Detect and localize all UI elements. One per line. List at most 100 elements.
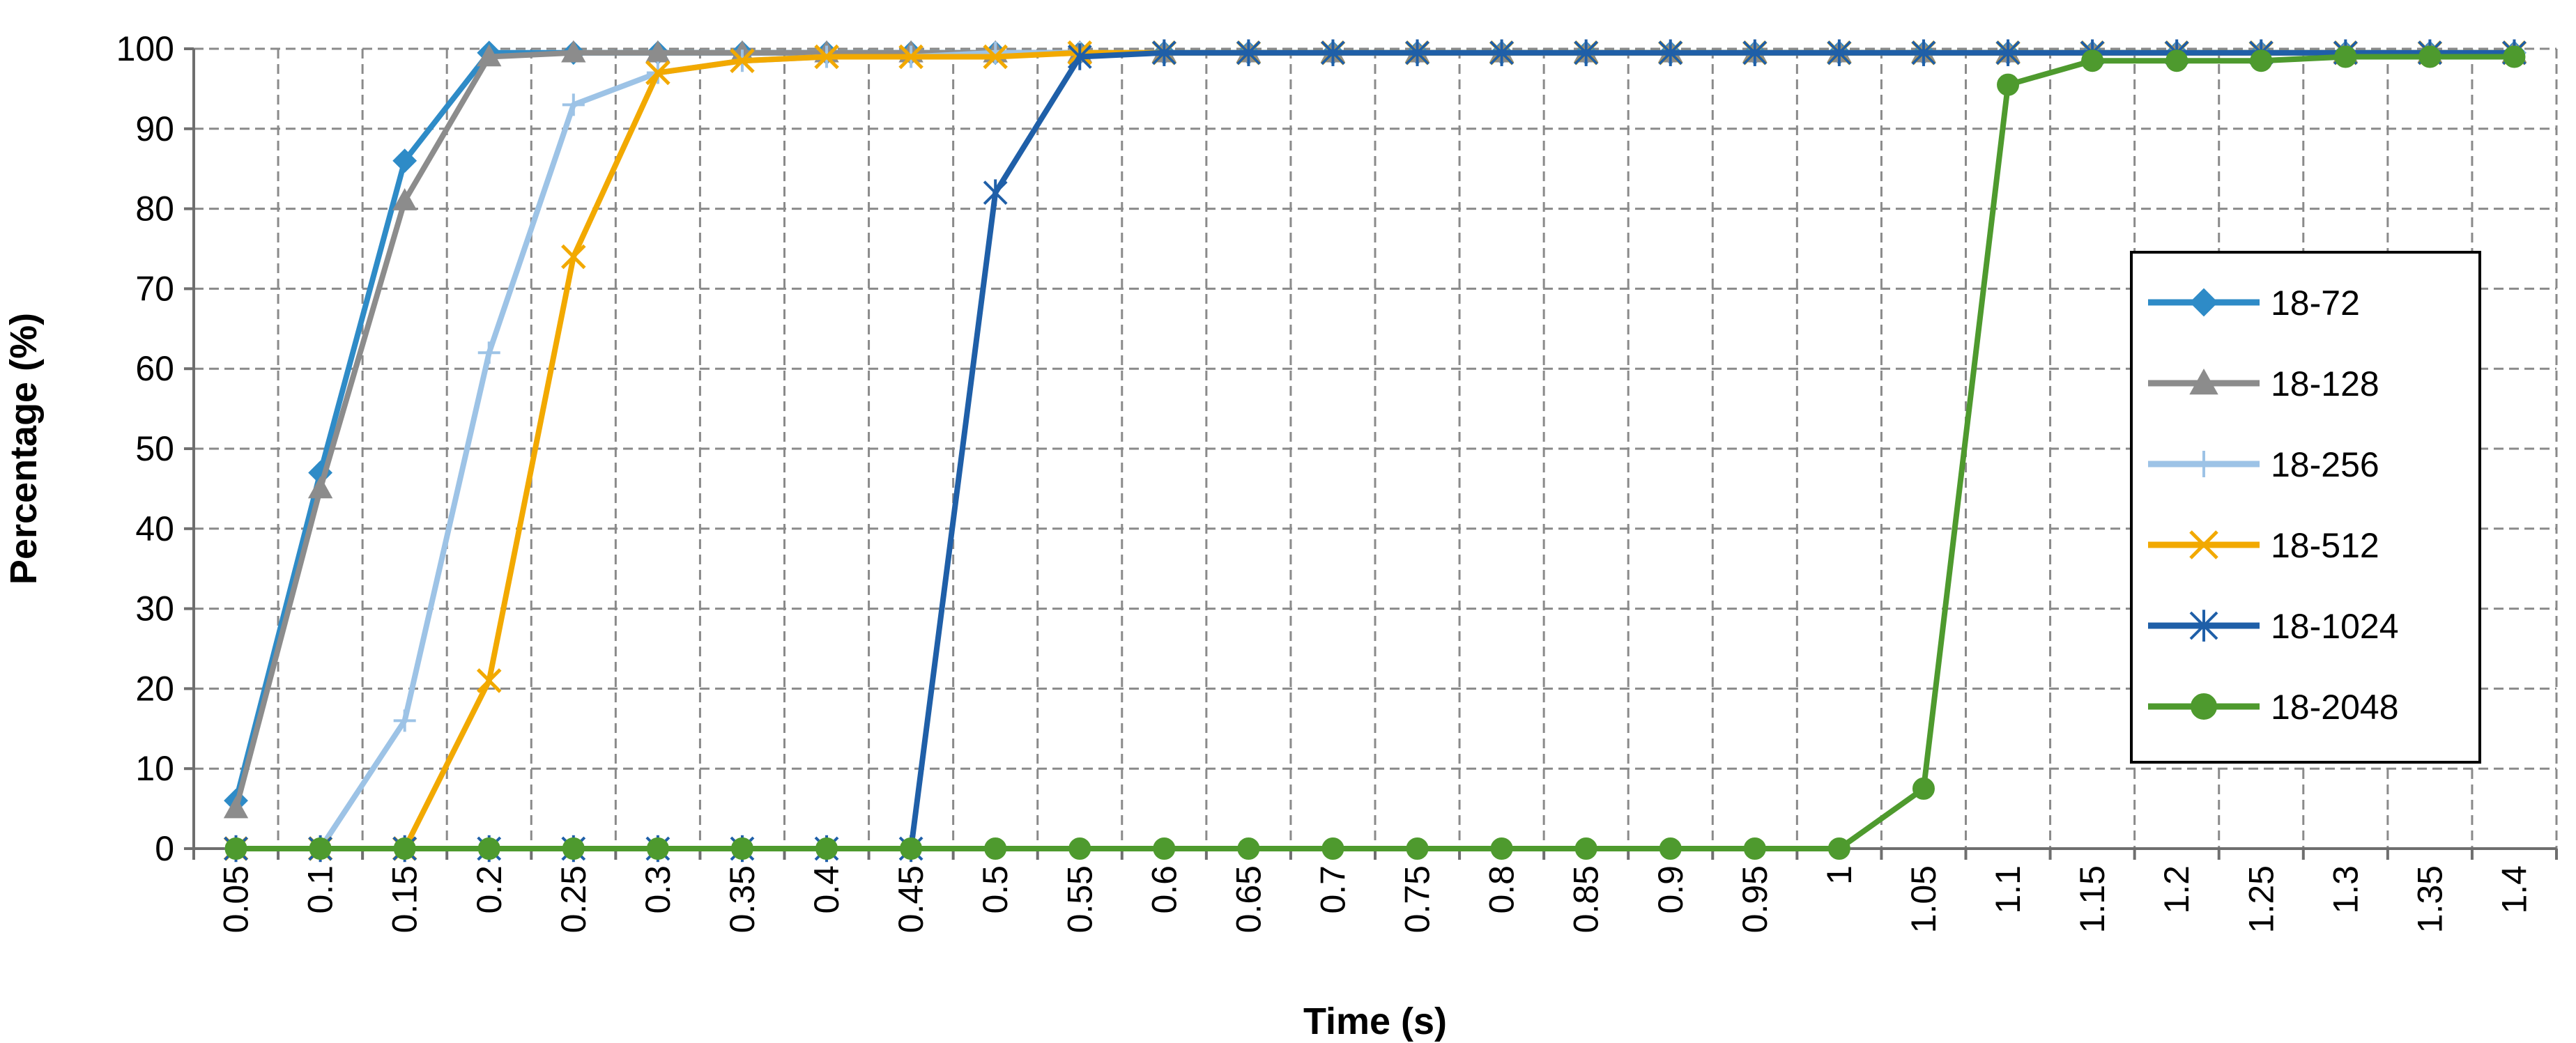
x-tick-label: 0.25 [554,865,593,933]
circle-marker [2191,693,2217,720]
plus-marker [477,341,500,364]
x-tick-label: 0.4 [807,865,846,914]
x-marker-stroke [645,60,670,86]
circle-marker [1912,777,1935,800]
legend-item: 18-512 [2148,526,2379,565]
x-tick-label: 0.8 [1482,865,1521,914]
y-tick-label: 60 [135,349,174,388]
x-marker-stroke [898,44,923,70]
circle-marker [1321,837,1344,860]
x-tick-label: 0.95 [1735,865,1774,933]
x-tick-label: 0.2 [470,865,509,914]
x-marker [645,60,670,86]
legend-label: 18-72 [2271,284,2360,323]
x-marker [730,48,755,73]
x-tick-label: 0.85 [1567,865,1606,933]
plus-marker [2191,451,2217,477]
x-marker [898,44,923,70]
asterisk-marker [1067,43,1092,70]
triangle-marker [223,796,249,819]
asterisk-marker [1405,39,1429,66]
x-marker-stroke [2189,530,2218,559]
x-tick-label: 1 [1820,865,1859,885]
x-axis-title: Time (s) [1303,1000,1447,1042]
legend-items: 18-72 18-128 18-256 18-512 18-1024 18-2048 [2148,284,2399,727]
plus-marker [984,41,1007,64]
circle-marker [2418,45,2441,68]
y-tick-label: 50 [135,429,174,468]
series-18-2048 [224,45,2526,860]
y-tick-label: 20 [135,669,174,708]
circle-marker [2250,49,2273,72]
y-axis-title: Percentage (%) [3,313,45,585]
legend: 18-72 18-128 18-256 18-512 18-1024 18-2048 [2130,251,2481,764]
triangle-marker [477,44,502,67]
y-tick-label: 70 [135,269,174,308]
circle-marker [1068,837,1091,860]
legend-box [2130,251,2481,764]
circle-marker [1827,837,1850,860]
legend-label: 18-512 [2271,526,2379,565]
circle-marker [2503,45,2526,68]
y-tick-label: 10 [135,749,174,788]
x-marker [476,668,502,693]
plus-marker [393,709,416,732]
x-tick-label: 0.6 [1144,865,1183,914]
asterisk-marker [1658,39,1683,66]
triangle-marker [561,40,586,63]
asterisk-marker [2189,610,2218,642]
x-tick-label: 0.75 [1398,865,1437,933]
legend-label: 18-256 [2271,445,2379,484]
x-tick-label: 0.7 [1313,865,1352,914]
diamond-marker [2189,288,2218,317]
diamond-marker [392,148,417,173]
y-tick-label: 100 [116,29,174,68]
x-tick-label: 1.05 [1904,865,1943,933]
legend-item: 18-2048 [2148,688,2399,727]
x-tick-label: 1.3 [2326,865,2365,914]
legend-label: 18-1024 [2271,607,2399,646]
asterisk-marker [1827,39,1852,66]
circle-marker [984,837,1007,860]
circle-marker [900,837,923,860]
y-tick-label: 80 [135,190,174,229]
x-tick-label: 0.3 [638,865,677,914]
x-marker [561,244,586,270]
asterisk-marker [1995,39,2021,66]
y-tick-label: 40 [135,509,174,548]
circle-marker [2165,49,2188,72]
x-marker [814,44,839,70]
x-tick-label: 1.35 [2410,865,2449,933]
circle-marker [1743,837,1766,860]
plus-marker [562,93,585,116]
circle-marker [562,837,585,860]
circle-marker [1659,837,1682,860]
x-tick-label: 0.45 [891,865,930,933]
x-tick-label: 0.15 [385,865,424,933]
x-tick-label: 1.15 [2073,865,2112,933]
asterisk-marker [1236,39,1261,66]
x-marker-stroke [983,44,1008,70]
circle-marker [477,837,500,860]
circle-marker [815,837,838,860]
x-tick-label: 0.55 [1060,865,1099,933]
circle-marker [1153,837,1176,860]
x-tick-label: 1.25 [2241,865,2280,933]
circle-marker [393,837,416,860]
triangle-marker [2189,368,2218,395]
x-marker-stroke [730,48,755,73]
x-tick-label: 0.05 [217,865,256,933]
asterisk-marker [1574,39,1599,66]
circle-marker [646,837,669,860]
circle-marker [1574,837,1597,860]
series-line [236,54,2515,851]
circle-marker [1997,73,2020,96]
x-tick-label: 0.9 [1651,865,1690,914]
legend-label: 18-2048 [2271,688,2399,727]
x-marker [2189,530,2218,559]
x-tick-label: 1.2 [2157,865,2196,914]
legend-item: 18-256 [2148,445,2379,484]
y-tick-label: 90 [135,109,174,148]
x-tick-label: 0.5 [976,865,1015,914]
